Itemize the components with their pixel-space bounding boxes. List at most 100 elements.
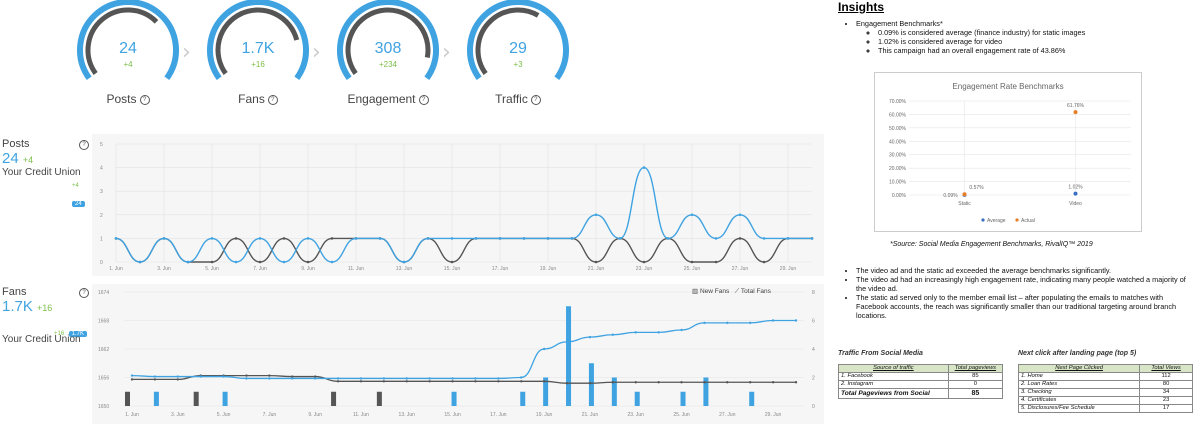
x-tick-label: 25. Jun: [673, 412, 690, 418]
fans-value-number: 1.7K: [2, 298, 33, 315]
x-tick-label: 7. Jun: [263, 412, 277, 418]
data-point: [153, 375, 157, 378]
data-point: [428, 377, 431, 380]
data-point: [794, 319, 798, 322]
y-tick-label: 20.00%: [889, 166, 907, 172]
data-point: [642, 260, 646, 264]
x-tick-label: 23. Jun: [636, 266, 653, 272]
data-point: [522, 237, 526, 240]
table-row: 1. Facebook 85: [838, 372, 1004, 381]
help-icon[interactable]: ?: [139, 94, 150, 105]
y-tick-label: 4: [100, 166, 103, 172]
help-icon[interactable]: ?: [530, 94, 541, 105]
table-cell: 0: [947, 380, 1004, 389]
table-cell: 17: [1139, 404, 1193, 413]
fans-summary: Fans 1.7K +16 +16 1.7K Your Credit Union…: [2, 286, 90, 416]
gauge-inner-arc: [345, 7, 431, 75]
data-point: [451, 377, 454, 380]
bar-new-fans: [566, 306, 572, 406]
legend-total-fans[interactable]: Total Fans: [740, 288, 771, 295]
legend-label: Actual: [1021, 218, 1035, 224]
x-tick-label: 27. Jun: [719, 412, 736, 418]
y2-tick-label: 0: [812, 404, 815, 410]
data-point: [771, 319, 775, 322]
data-point: [570, 237, 574, 240]
fans-chart-panel: 1650 1656 1662 1668 1674 0 2 4 6 8 1. Jun 3. Jun 5. …: [92, 284, 824, 424]
data-point: [611, 333, 615, 336]
x-tick-label: 1. Jun: [109, 266, 123, 272]
data-point: [282, 237, 286, 240]
fans-title: Fans: [2, 286, 27, 298]
x-tick-label: 9. Jun: [301, 266, 315, 272]
data-point: [405, 377, 408, 380]
data-point: [810, 237, 814, 240]
data-point: [546, 237, 550, 240]
kpi-value: 24: [119, 40, 137, 57]
kpi-delta: +3: [513, 60, 523, 69]
kpi-gauge-engagement[interactable]: 308 +234 Engagement?: [328, 0, 448, 110]
posts-value: 24 +4: [2, 150, 90, 167]
help-icon[interactable]: ?: [79, 288, 89, 298]
fans-account: Your Credit Union: [2, 334, 81, 345]
bar-new-fans: [222, 391, 228, 406]
line-chart-icon[interactable]: ⟋: [734, 287, 740, 295]
data-point: [594, 213, 598, 217]
x-tick-label: 19. Jun: [540, 266, 557, 272]
kpi-label: Fans?: [198, 92, 318, 106]
kpi-gauge-fans[interactable]: 1.7K +16 Fans?: [198, 0, 318, 110]
data-point: [474, 237, 478, 240]
gauge-inner-arc: [85, 7, 159, 75]
help-icon[interactable]: ?: [79, 140, 89, 150]
data-point: [130, 378, 134, 381]
table-cell: 23: [1139, 396, 1193, 405]
data-point: [130, 374, 134, 377]
help-icon[interactable]: ?: [267, 94, 278, 105]
data-point: [634, 381, 637, 384]
posts-value-number: 24: [2, 150, 19, 167]
benchmark-scatter: Engagement Rate Benchmarks 0.00% 10.00% 20.…: [889, 82, 1131, 224]
bar-new-fans: [634, 391, 640, 406]
y2-tick-label: 6: [812, 319, 815, 325]
posts-badge-delta: +4: [72, 183, 79, 189]
kpi-gauge-traffic[interactable]: 29 +3 Traffic?: [458, 0, 578, 110]
x-tick-label: 15. Jun: [444, 266, 461, 272]
bar-new-fans: [451, 391, 457, 406]
table-cell: 1. Home: [1017, 372, 1141, 381]
data-point: [451, 380, 454, 383]
kpi-gauge-posts[interactable]: 24 +4 Posts?: [68, 0, 188, 110]
data-point: [474, 380, 477, 383]
x-tick-label: 3. Jun: [157, 266, 171, 272]
table-row: 4. Certificates 23: [1017, 396, 1193, 405]
x-tick-label: 29. Jun: [765, 412, 782, 418]
y-tick-label: 1656: [98, 376, 109, 382]
data-point: [588, 382, 592, 385]
y-tick-label: 60.00%: [889, 112, 907, 118]
data-point: [726, 381, 729, 384]
bar-new-fans: [543, 377, 549, 406]
data-point: [657, 331, 660, 334]
legend-new-fans[interactable]: New Fans: [699, 288, 730, 295]
data-point: [498, 237, 502, 240]
kpi-delta: +16: [251, 60, 265, 69]
data-point: [520, 376, 523, 379]
data-point: [268, 377, 271, 380]
y-tick-label: 50.00%: [889, 126, 907, 132]
bar-new-fans-other: [376, 391, 382, 406]
bar-new-fans-other: [193, 391, 199, 406]
data-point: [258, 260, 262, 264]
kpi-label: Traffic?: [458, 92, 578, 106]
data-point: [210, 237, 214, 240]
y-tick-label: 2: [100, 213, 103, 219]
table-header: Total Views: [1139, 364, 1193, 373]
data-point: [726, 321, 729, 325]
next-click-table: Next Page Clicked Total Views 1. Home 112…: [1017, 364, 1193, 413]
benchmark-item: 1.02% is considered average for video: [878, 37, 1196, 46]
data-point: [666, 237, 670, 240]
x-tick-label: 1. Jun: [125, 412, 139, 418]
bar-chart-icon[interactable]: ▥: [692, 287, 699, 295]
table-row: 1. Home 112: [1017, 372, 1193, 381]
x-tick-label: 21. Jun: [582, 412, 599, 418]
insight-bullet: The video ad and the static ad exceeded …: [856, 266, 1191, 275]
data-point: [428, 380, 431, 383]
help-icon[interactable]: ?: [418, 94, 429, 105]
